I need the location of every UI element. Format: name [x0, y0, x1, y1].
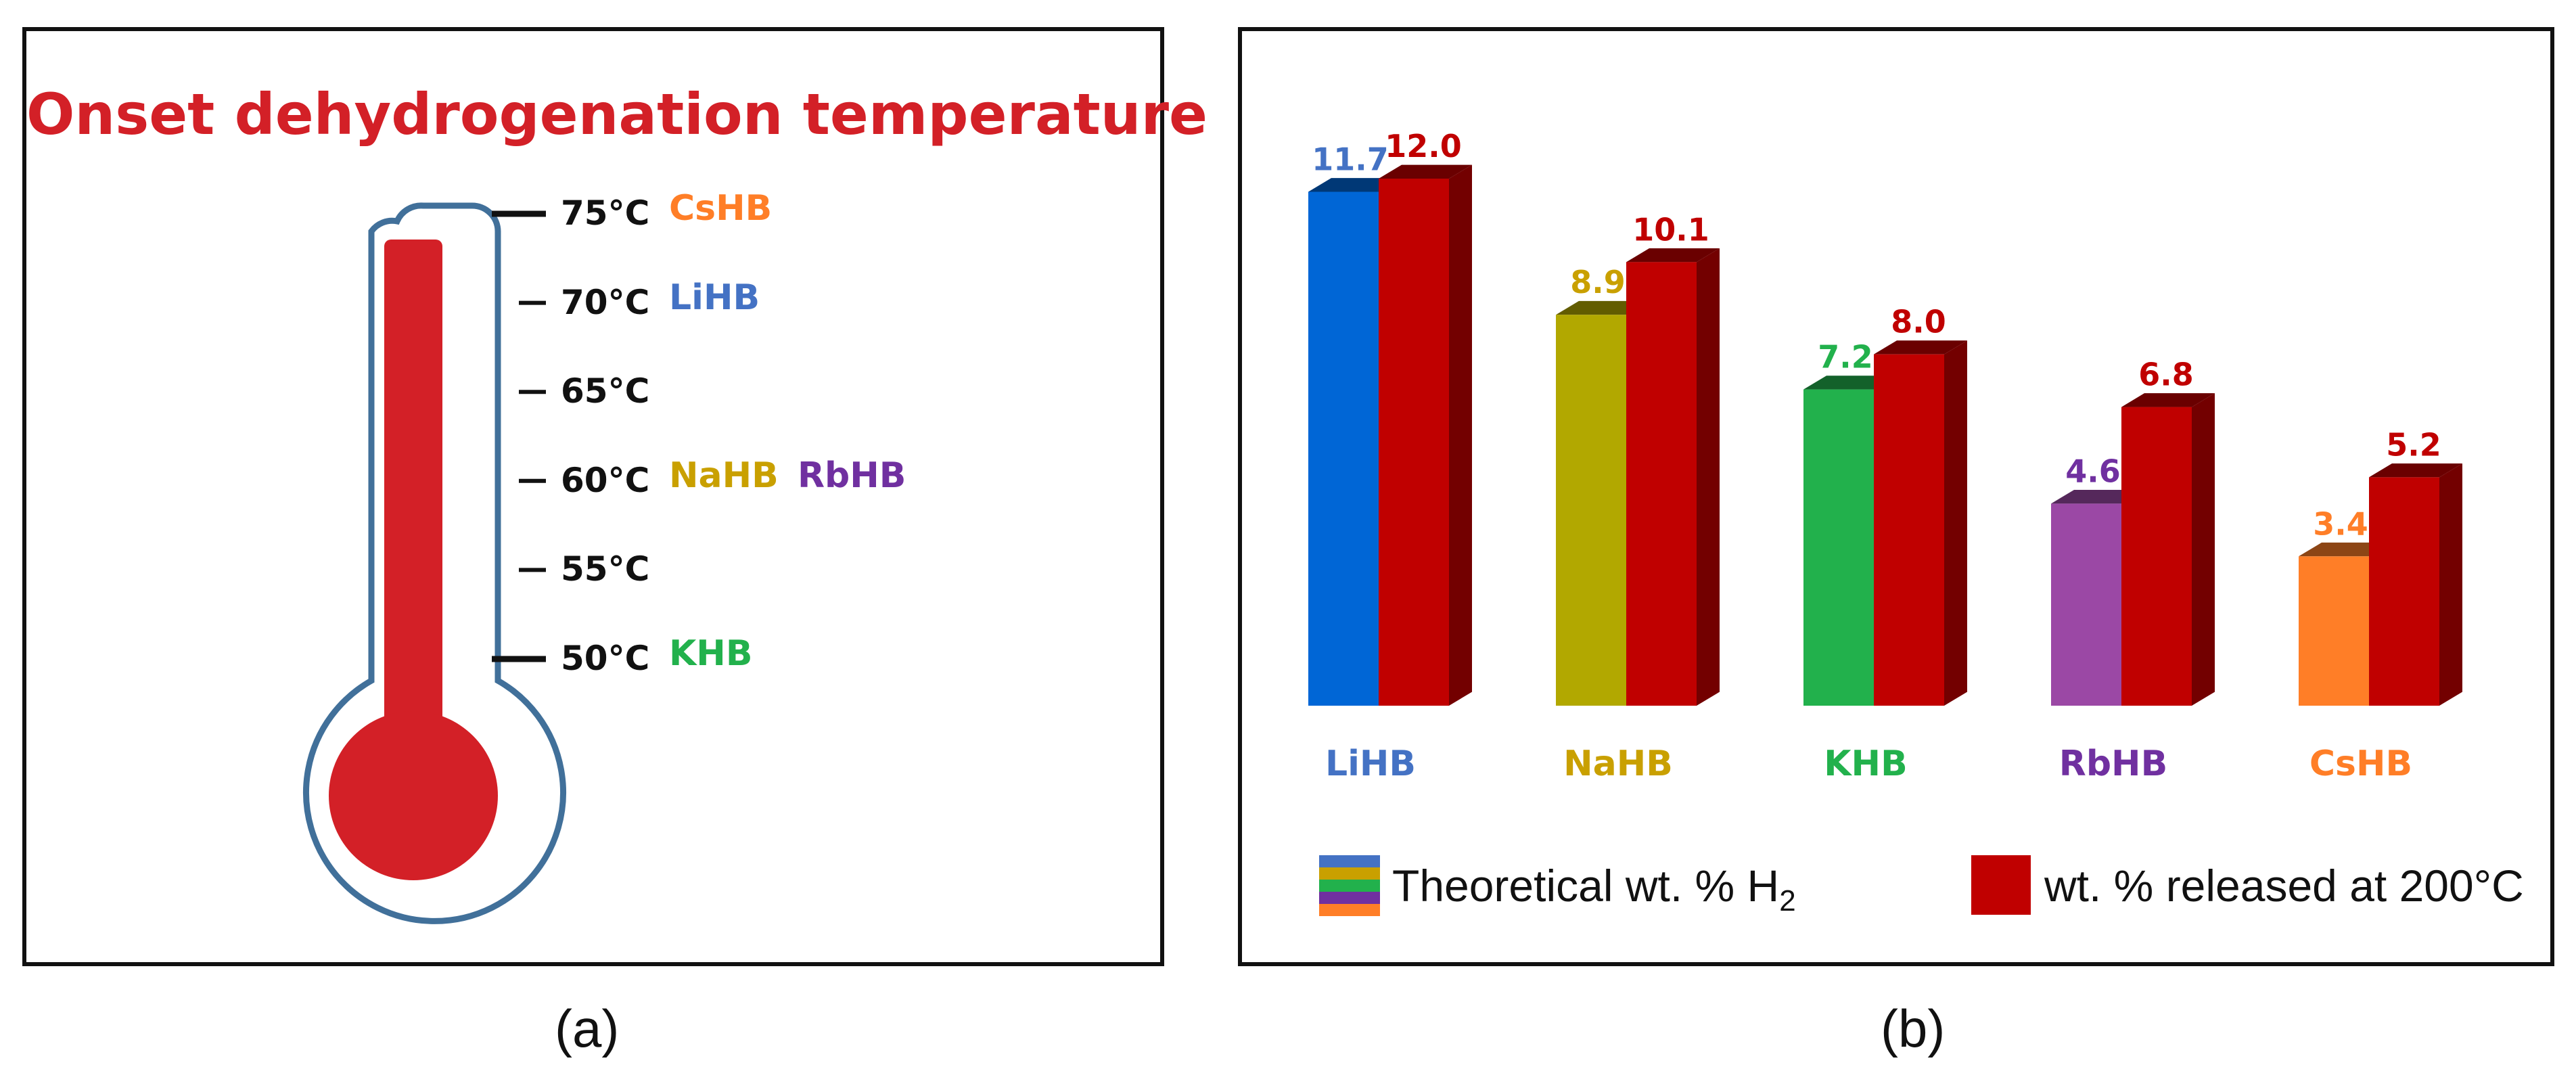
bar-released-side: [1697, 248, 1720, 706]
data-label: 10.1: [1632, 211, 1709, 248]
bar-theoretical: [1308, 191, 1379, 706]
bar-released-side: [1449, 164, 1472, 706]
tick-label: 55°C: [561, 549, 650, 589]
bar-released-side: [1944, 340, 1967, 706]
data-label: 5.2: [2386, 426, 2441, 463]
tick-label: 50°C: [561, 639, 650, 678]
bar-theoretical: [1803, 389, 1874, 706]
data-label: 12.0: [1385, 128, 1462, 164]
legend-theoretical-label: Theoretical wt. % H: [1392, 861, 1780, 911]
data-label: 4.6: [2065, 453, 2121, 489]
bar-released: [1626, 262, 1697, 706]
data-label: 7.2: [1818, 339, 1873, 376]
legend-released-swatch: [1971, 855, 2031, 915]
bar-released-top: [1379, 164, 1472, 179]
data-label: 6.8: [2138, 357, 2194, 393]
bar-chart: 11.712.0 LiHB 8.910.1 NaHB 7.2 8.0 KHB 4.6 6.8 Rb…: [1308, 128, 2462, 784]
tick-label: 60°C: [561, 460, 650, 500]
data-label: 8.0: [1891, 304, 1946, 340]
compound-label: RbHB: [798, 455, 906, 496]
bar-released: [1379, 179, 1449, 706]
tick-marks: [492, 210, 546, 662]
compound-label: CsHB: [669, 188, 773, 229]
compound-label: KHB: [669, 633, 753, 674]
compound-label: LiHB: [669, 277, 760, 318]
legend-released-label: wt. % released at 200°C: [2044, 861, 2524, 911]
caption-a: (a): [555, 999, 620, 1058]
thermometer-icon: [303, 202, 566, 924]
panel-a: Onset dehydrogenation temperature 75°C Cs…: [22, 27, 1208, 966]
compound-label: NaHB: [669, 455, 779, 496]
data-label: 8.9: [1570, 264, 1626, 300]
thermometer-column: [384, 240, 442, 781]
bar-theoretical: [2299, 556, 2369, 706]
panel-b: 11.7 12.0 LiHB 8.9 10.1 NaHB 7.2 8.0 KHB 4.6 6.8 Rb…: [1238, 27, 2554, 966]
tick-label: 70°C: [561, 282, 650, 322]
bar-released-top: [2121, 393, 2215, 407]
category-label: LiHB: [1325, 744, 1416, 784]
bar-released-side: [2439, 463, 2462, 706]
bar-theoretical-top: [1308, 178, 1402, 192]
bar-released: [1874, 354, 1944, 706]
thermometer-outline: [303, 202, 566, 924]
caption-b: (b): [1881, 999, 1946, 1058]
bar-released-top: [1626, 248, 1720, 263]
bar-released-side: [2192, 393, 2215, 706]
bar-released: [2369, 477, 2439, 706]
bar-released-top: [2369, 463, 2462, 478]
thermometer-bulb: [329, 711, 498, 880]
bar-theoretical: [2051, 503, 2121, 706]
category-label: KHB: [1824, 744, 1907, 784]
legend-theoretical-swatch: [1319, 855, 1380, 916]
tick-label: 65°C: [561, 371, 650, 411]
data-label: 11.7: [1312, 141, 1389, 177]
bar-released-top: [1874, 340, 1967, 355]
bar-theoretical-top: [1803, 376, 1897, 390]
bar-released: [2121, 407, 2192, 706]
category-label: CsHB: [2309, 744, 2412, 784]
legend-theoretical-subscript: 2: [1779, 884, 1796, 918]
category-label: NaHB: [1563, 744, 1673, 784]
category-label: RbHB: [2059, 744, 2167, 784]
bar-theoretical-top: [1556, 300, 1649, 315]
legend-theoretical: Theoretical wt. % H2: [1392, 860, 1796, 918]
bar-theoretical-top: [2299, 542, 2392, 557]
tick-label: 75°C: [561, 194, 650, 233]
panel-a-title: Onset dehydrogenation temperature: [26, 81, 1208, 147]
bar-theoretical: [1556, 315, 1626, 706]
data-label: 3.4: [2313, 505, 2368, 542]
bar-theoretical-top: [2051, 489, 2144, 504]
